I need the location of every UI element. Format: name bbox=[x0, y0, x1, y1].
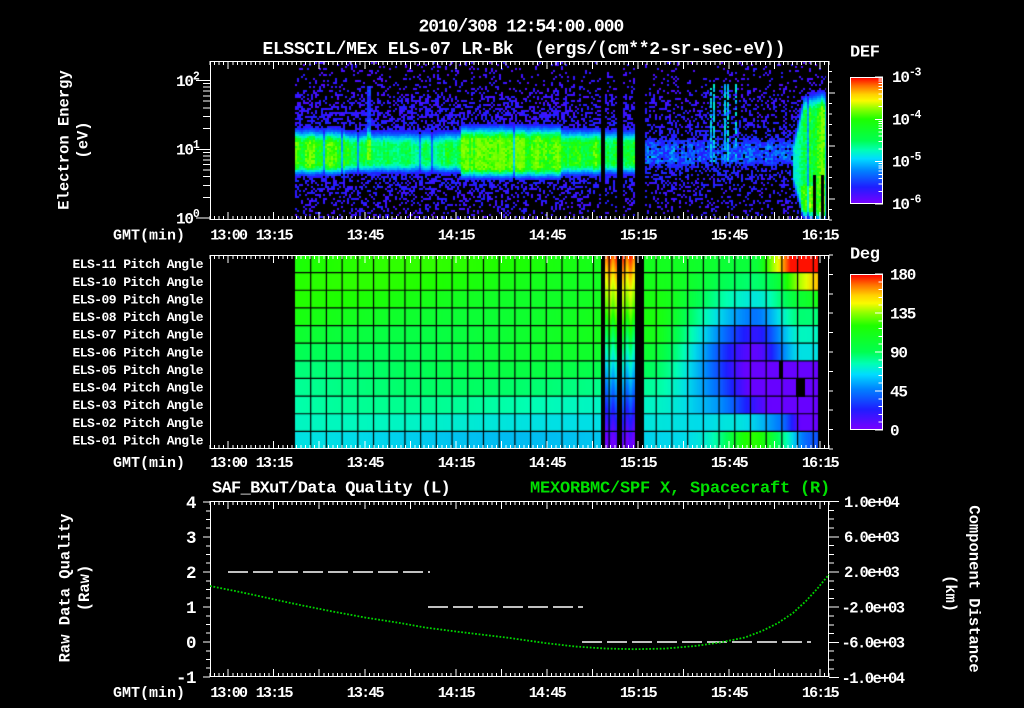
svg-text:13:45: 13:45 bbox=[347, 228, 385, 245]
svg-text:Electron Energy: Electron Energy bbox=[56, 70, 74, 210]
svg-text:13:15: 13:15 bbox=[256, 685, 294, 702]
svg-text:DEF: DEF bbox=[850, 44, 880, 63]
svg-text:14:45: 14:45 bbox=[529, 228, 567, 245]
svg-text:ELS-06 Pitch Angle: ELS-06 Pitch Angle bbox=[72, 345, 203, 360]
svg-text:(eV): (eV) bbox=[75, 121, 93, 158]
svg-text:1: 1 bbox=[186, 599, 196, 619]
svg-text:10-3: 10-3 bbox=[892, 67, 922, 88]
svg-text:-6.0e+03: -6.0e+03 bbox=[842, 635, 905, 653]
svg-text:GMT(min): GMT(min) bbox=[113, 228, 185, 245]
svg-text:ELS-02 Pitch Angle: ELS-02 Pitch Angle bbox=[72, 416, 203, 431]
svg-text:14:15: 14:15 bbox=[438, 455, 476, 472]
svg-text:ELS-08 Pitch Angle: ELS-08 Pitch Angle bbox=[72, 310, 203, 325]
svg-text:Raw Data Quality: Raw Data Quality bbox=[57, 514, 75, 663]
svg-text:15:45: 15:45 bbox=[711, 685, 749, 702]
svg-text:GMT(min): GMT(min) bbox=[113, 455, 185, 472]
svg-text:2: 2 bbox=[186, 564, 196, 584]
svg-text:ELS-04 Pitch Angle: ELS-04 Pitch Angle bbox=[72, 381, 203, 396]
svg-text:ELSSCIL/MEx ELS-07 LR-Bk (erg: ELSSCIL/MEx ELS-07 LR-Bk (ergs/(cm**2-sr… bbox=[263, 40, 786, 60]
svg-text:14:15: 14:15 bbox=[438, 228, 476, 245]
svg-text:2.0e+03: 2.0e+03 bbox=[844, 564, 900, 582]
svg-text:ELS-01 Pitch Angle: ELS-01 Pitch Angle bbox=[72, 433, 203, 448]
svg-text:ELS-09 Pitch Angle: ELS-09 Pitch Angle bbox=[72, 292, 203, 307]
svg-text:SAF_BXuT/Data Quality (L): SAF_BXuT/Data Quality (L) bbox=[212, 480, 450, 499]
svg-text:(Raw): (Raw) bbox=[76, 565, 94, 612]
svg-text:Component Distance: Component Distance bbox=[965, 505, 983, 672]
svg-text:15:15: 15:15 bbox=[620, 685, 658, 702]
svg-text:0: 0 bbox=[890, 423, 899, 441]
svg-text:GMT(min): GMT(min) bbox=[113, 685, 185, 702]
svg-text:10-6: 10-6 bbox=[892, 194, 922, 215]
svg-text:ELS-11 Pitch Angle: ELS-11 Pitch Angle bbox=[72, 257, 203, 272]
svg-text:135: 135 bbox=[890, 306, 916, 324]
svg-text:1.0e+04: 1.0e+04 bbox=[844, 494, 900, 512]
svg-text:13:15: 13:15 bbox=[256, 228, 294, 245]
svg-text:15:45: 15:45 bbox=[711, 455, 749, 472]
svg-text:100: 100 bbox=[176, 208, 200, 229]
svg-text:90: 90 bbox=[890, 345, 907, 363]
svg-text:0: 0 bbox=[186, 634, 196, 654]
svg-text:10-5: 10-5 bbox=[892, 151, 922, 172]
svg-text:10-4: 10-4 bbox=[892, 109, 922, 130]
svg-text:ELS-03 Pitch Angle: ELS-03 Pitch Angle bbox=[72, 398, 203, 413]
svg-text:-2.0e+03: -2.0e+03 bbox=[842, 599, 905, 617]
svg-text:102: 102 bbox=[176, 70, 200, 91]
svg-text:13:15: 13:15 bbox=[256, 455, 294, 472]
svg-text:14:45: 14:45 bbox=[529, 455, 567, 472]
svg-text:14:45: 14:45 bbox=[529, 685, 567, 702]
svg-text:13:00: 13:00 bbox=[210, 228, 248, 245]
svg-text:13:00: 13:00 bbox=[210, 455, 248, 472]
svg-text:4: 4 bbox=[186, 494, 196, 514]
svg-text:16:15: 16:15 bbox=[802, 455, 840, 472]
svg-text:15:15: 15:15 bbox=[620, 228, 658, 245]
svg-text:14:15: 14:15 bbox=[438, 685, 476, 702]
svg-text:ELS-10 Pitch Angle: ELS-10 Pitch Angle bbox=[72, 275, 203, 290]
svg-text:2010/308 12:54:00.000: 2010/308 12:54:00.000 bbox=[419, 18, 624, 38]
svg-text:13:45: 13:45 bbox=[347, 455, 385, 472]
svg-text:16:15: 16:15 bbox=[802, 228, 840, 245]
svg-text:ELS-05 Pitch Angle: ELS-05 Pitch Angle bbox=[72, 363, 203, 378]
svg-text:MEXORBMC/SPF X, Spacecraft (R): MEXORBMC/SPF X, Spacecraft (R) bbox=[530, 480, 830, 499]
svg-text:Deg: Deg bbox=[850, 246, 880, 265]
svg-text:180: 180 bbox=[890, 267, 916, 285]
svg-text:16:15: 16:15 bbox=[802, 685, 840, 702]
svg-text:3: 3 bbox=[186, 529, 196, 549]
svg-text:ELS-07 Pitch Angle: ELS-07 Pitch Angle bbox=[72, 328, 203, 343]
svg-text:(km): (km) bbox=[941, 575, 959, 612]
svg-text:15:15: 15:15 bbox=[620, 455, 658, 472]
svg-text:-1: -1 bbox=[176, 669, 196, 689]
svg-text:13:00: 13:00 bbox=[210, 685, 248, 702]
svg-text:6.0e+03: 6.0e+03 bbox=[844, 529, 900, 547]
svg-text:101: 101 bbox=[176, 139, 200, 160]
svg-text:45: 45 bbox=[890, 384, 907, 402]
svg-text:13:45: 13:45 bbox=[347, 685, 385, 702]
svg-text:15:45: 15:45 bbox=[711, 228, 749, 245]
svg-text:-1.0e+04: -1.0e+04 bbox=[842, 670, 905, 688]
